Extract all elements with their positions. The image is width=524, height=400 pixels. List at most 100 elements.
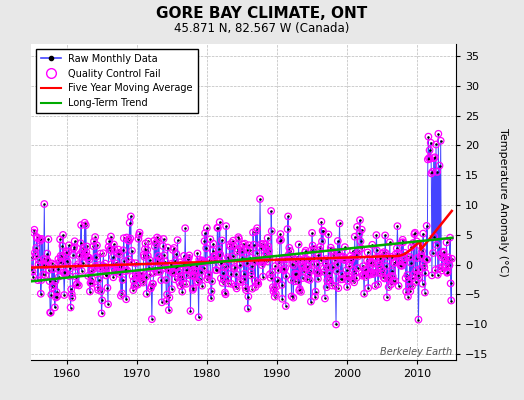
Point bbox=[428, 272, 436, 278]
Point bbox=[35, 257, 43, 264]
Point bbox=[296, 286, 304, 292]
Point bbox=[359, 272, 368, 278]
Point bbox=[235, 236, 243, 242]
Point bbox=[277, 237, 285, 243]
Point bbox=[329, 264, 337, 270]
Point bbox=[195, 256, 203, 263]
Point bbox=[115, 271, 123, 277]
Point bbox=[113, 264, 122, 270]
Point bbox=[44, 236, 52, 242]
Point bbox=[92, 254, 101, 260]
Point bbox=[52, 294, 60, 301]
Point bbox=[356, 217, 364, 223]
Point bbox=[66, 265, 74, 272]
Point bbox=[201, 259, 210, 265]
Point bbox=[258, 262, 266, 268]
Point bbox=[41, 272, 50, 278]
Point bbox=[71, 238, 79, 244]
Point bbox=[249, 242, 258, 248]
Point bbox=[102, 272, 111, 278]
Point bbox=[145, 257, 154, 263]
Point bbox=[53, 293, 61, 300]
Point bbox=[348, 277, 357, 283]
Point bbox=[174, 268, 183, 275]
Point bbox=[115, 251, 124, 258]
Point bbox=[345, 263, 354, 269]
Point bbox=[64, 242, 73, 248]
Point bbox=[134, 236, 143, 242]
Point bbox=[294, 241, 303, 248]
Point bbox=[320, 265, 328, 272]
Point bbox=[151, 265, 160, 271]
Point bbox=[287, 276, 295, 283]
Point bbox=[238, 248, 246, 254]
Point bbox=[253, 225, 261, 232]
Point bbox=[386, 273, 395, 279]
Point bbox=[30, 226, 39, 233]
Point bbox=[416, 242, 424, 248]
Point bbox=[73, 263, 82, 270]
Point bbox=[370, 270, 378, 276]
Point bbox=[144, 238, 152, 245]
Point bbox=[284, 213, 292, 220]
Point bbox=[135, 232, 143, 238]
Point bbox=[250, 259, 258, 265]
Point bbox=[337, 254, 345, 260]
Point bbox=[98, 297, 106, 304]
Point bbox=[269, 284, 277, 290]
Point bbox=[294, 278, 302, 285]
Point bbox=[68, 291, 76, 297]
Point bbox=[123, 267, 132, 274]
Point bbox=[313, 270, 322, 276]
Point bbox=[229, 238, 237, 244]
Point bbox=[436, 138, 445, 144]
Point bbox=[61, 250, 70, 257]
Point bbox=[159, 236, 168, 242]
Point bbox=[41, 262, 49, 268]
Point bbox=[140, 254, 148, 260]
Point bbox=[197, 268, 205, 275]
Point bbox=[318, 238, 326, 244]
Point bbox=[49, 266, 57, 272]
Point bbox=[269, 288, 278, 294]
Point bbox=[172, 265, 180, 271]
Point bbox=[289, 254, 297, 260]
Point bbox=[408, 283, 416, 289]
Point bbox=[225, 241, 234, 248]
Point bbox=[84, 254, 93, 260]
Point bbox=[237, 244, 246, 251]
Point bbox=[331, 257, 339, 263]
Point bbox=[211, 254, 219, 260]
Point bbox=[184, 267, 192, 273]
Point bbox=[369, 271, 378, 277]
Point bbox=[315, 270, 323, 276]
Point bbox=[362, 267, 370, 273]
Point bbox=[209, 240, 217, 247]
Point bbox=[350, 279, 358, 286]
Point bbox=[193, 250, 202, 257]
Point bbox=[81, 251, 90, 257]
Point bbox=[210, 257, 218, 264]
Point bbox=[114, 246, 123, 253]
Point bbox=[158, 299, 166, 306]
Point bbox=[334, 238, 342, 244]
Point bbox=[433, 272, 442, 278]
Point bbox=[63, 259, 72, 266]
Point bbox=[95, 262, 103, 268]
Point bbox=[297, 289, 305, 295]
Point bbox=[47, 292, 56, 298]
Point bbox=[205, 257, 214, 263]
Point bbox=[38, 262, 47, 268]
Point bbox=[408, 275, 417, 282]
Point bbox=[243, 246, 251, 253]
Point bbox=[423, 156, 432, 163]
Point bbox=[385, 276, 394, 282]
Point bbox=[107, 233, 115, 240]
Point bbox=[248, 263, 256, 269]
Point bbox=[240, 270, 248, 277]
Point bbox=[248, 286, 257, 292]
Point bbox=[329, 251, 337, 258]
Point bbox=[285, 244, 293, 251]
Point bbox=[367, 258, 376, 265]
Point bbox=[103, 265, 111, 271]
